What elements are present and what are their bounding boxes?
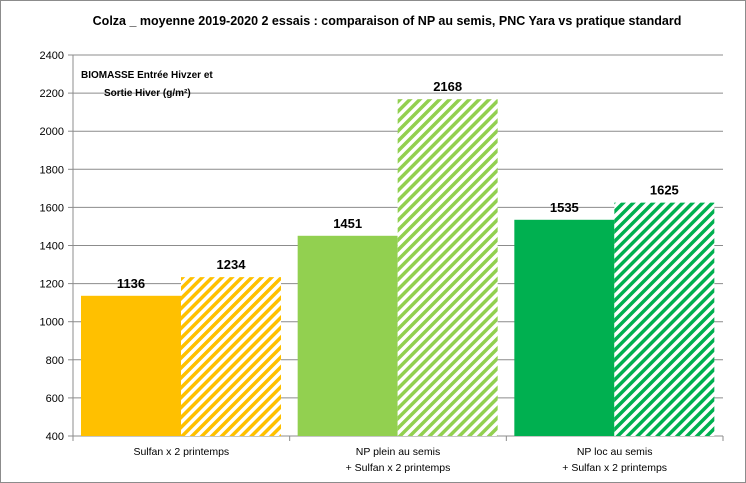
x-category-label: + Sulfan x 2 printemps: [346, 462, 451, 474]
y-tick-label: 2000: [40, 126, 64, 138]
annotation-line-1: BIOMASSE Entrée Hivzer et: [81, 70, 213, 81]
y-tick-label: 2200: [40, 88, 64, 100]
x-category-label: NP plein au semis: [356, 446, 440, 458]
bar-hatched: [181, 277, 281, 436]
bar-hatched: [614, 202, 715, 436]
chart-title: Colza _ moyenne 2019-2020 2 essais : com…: [93, 14, 682, 28]
annotation-line-2: Sortie Hiver (g/m²): [104, 88, 191, 99]
data-label: 1136: [117, 276, 145, 291]
bar-solid: [297, 235, 398, 436]
bar-solid: [81, 295, 181, 436]
data-label: 1234: [217, 257, 247, 272]
x-category-label: Sulfan x 2 printemps: [133, 446, 229, 458]
x-category-label: + Sulfan x 2 printemps: [562, 462, 667, 474]
y-tick-label: 1200: [40, 279, 64, 291]
bar-solid: [514, 219, 615, 436]
data-label: 2168: [433, 79, 462, 94]
y-tick-label: 1400: [40, 241, 64, 253]
data-label: 1535: [550, 200, 579, 215]
y-tick-label: 1800: [40, 164, 64, 176]
y-tick-label: 2400: [40, 50, 64, 62]
bar-hatched: [397, 99, 498, 437]
y-tick-label: 1000: [40, 317, 64, 329]
y-tick-label: 600: [46, 393, 64, 405]
y-tick-label: 800: [46, 355, 64, 367]
data-label: 1625: [650, 183, 679, 198]
y-tick-label: 400: [46, 431, 64, 443]
data-label: 1451: [333, 216, 362, 231]
x-category-label: NP loc au semis: [577, 446, 653, 458]
y-tick-label: 1600: [40, 202, 64, 214]
